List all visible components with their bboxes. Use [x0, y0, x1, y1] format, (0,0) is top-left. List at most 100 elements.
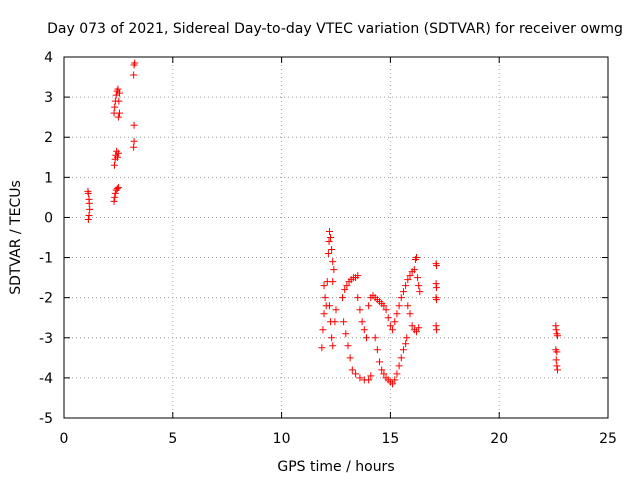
data-point: [114, 153, 122, 161]
data-point: [325, 302, 333, 310]
data-point: [365, 302, 373, 310]
data-point: [344, 342, 352, 350]
y-tick-label: 0: [44, 210, 53, 226]
data-point: [356, 306, 364, 314]
x-tick-label: 20: [490, 431, 508, 447]
data-point: [325, 227, 333, 235]
data-point: [86, 205, 94, 213]
data-point: [553, 362, 561, 370]
data-point: [340, 318, 348, 326]
data-point: [391, 318, 399, 326]
chart-title: Day 073 of 2021, Sidereal Day-to-day VTE…: [47, 21, 623, 37]
data-point: [404, 276, 412, 284]
data-point: [414, 274, 422, 282]
x-tick-label: 5: [168, 431, 177, 447]
data-point: [354, 294, 362, 302]
data-point: [339, 294, 347, 302]
data-point: [433, 262, 441, 270]
data-point: [380, 370, 388, 378]
data-point: [553, 348, 561, 356]
data-point: [84, 189, 92, 197]
data-point: [328, 246, 336, 254]
data-point: [131, 59, 139, 67]
data-point: [399, 346, 407, 354]
data-point: [130, 121, 138, 129]
y-tick-label: -1: [39, 251, 53, 267]
x-tick-label: 0: [60, 431, 69, 447]
y-tick-label: 2: [44, 130, 53, 146]
y-tick-label: 3: [44, 90, 53, 106]
data-point: [404, 302, 412, 310]
data-point: [386, 322, 394, 330]
data-point: [410, 266, 418, 274]
x-axis-label: GPS time / hours: [277, 459, 394, 475]
data-point: [352, 370, 360, 378]
data-point: [111, 103, 119, 111]
data-point: [130, 143, 138, 151]
data-point: [399, 288, 407, 296]
data-point: [318, 344, 326, 352]
data-point: [329, 342, 337, 350]
data-point: [380, 302, 388, 310]
data-point: [403, 334, 411, 342]
y-axis-label: SDTVAR / TECUs: [8, 180, 24, 295]
data-point: [389, 380, 397, 388]
data-point: [360, 326, 368, 334]
data-point: [325, 238, 333, 246]
data-point: [343, 282, 351, 290]
data-point: [111, 193, 119, 201]
data-point: [331, 318, 339, 326]
axes: 0 5 10 15 20 25 -5 -4 -3 -2 -1 0 1 2 3 4: [39, 50, 617, 447]
data-point: [395, 362, 403, 370]
data-point: [320, 310, 328, 318]
data-point: [389, 326, 397, 334]
data-point: [346, 354, 354, 362]
x-tick-label: 10: [273, 431, 291, 447]
grid: [64, 57, 608, 418]
data-point: [115, 109, 123, 117]
y-tick-label: -2: [39, 291, 53, 307]
y-tick-label: -4: [39, 371, 53, 387]
data-point: [413, 254, 421, 262]
y-tick-label: 1: [44, 170, 53, 186]
data-point: [114, 85, 122, 93]
data-point: [130, 137, 138, 145]
data-point: [378, 366, 386, 374]
data-point: [327, 234, 335, 241]
data-point: [321, 294, 329, 302]
data-point: [433, 326, 441, 334]
data-point: [395, 302, 403, 310]
data-points: [84, 59, 562, 388]
data-point: [384, 314, 392, 322]
data-point: [416, 288, 424, 296]
y-tick-label: -5: [39, 411, 53, 427]
data-point: [397, 294, 405, 302]
data-point: [358, 318, 366, 326]
data-point: [330, 266, 338, 274]
data-point: [415, 324, 423, 332]
data-point: [415, 282, 423, 290]
data-point: [433, 296, 441, 304]
data-point: [84, 215, 92, 223]
data-point: [113, 185, 121, 193]
data-point: [397, 354, 405, 362]
data-point: [114, 183, 122, 191]
data-point: [356, 374, 364, 382]
data-point: [328, 334, 336, 342]
data-point: [406, 272, 414, 280]
data-point: [552, 356, 560, 364]
data-point: [382, 306, 390, 314]
data-point: [408, 322, 416, 330]
data-point: [85, 211, 93, 219]
data-point: [367, 372, 375, 380]
data-point: [111, 189, 119, 197]
data-point: [332, 306, 340, 314]
data-point: [393, 310, 401, 318]
data-point: [324, 250, 332, 258]
data-point: [342, 330, 350, 338]
data-point: [341, 286, 349, 294]
data-point: [329, 278, 337, 286]
y-tick-label: 4: [44, 50, 53, 66]
data-point: [354, 272, 362, 280]
data-point: [402, 282, 410, 290]
